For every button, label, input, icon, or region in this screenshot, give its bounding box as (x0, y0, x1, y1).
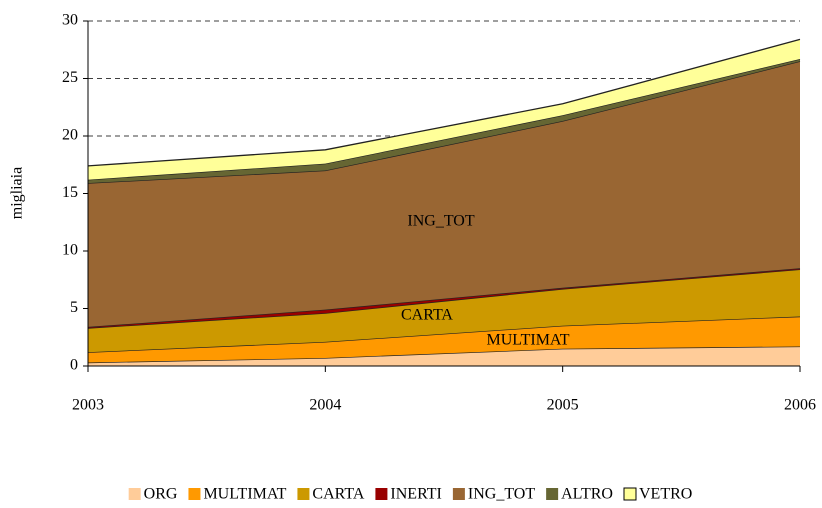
annotation: MULTIMAT (487, 332, 570, 349)
area (88, 39, 800, 180)
y-tick-label: 25 (62, 69, 78, 86)
x-tick-label: 2006 (784, 397, 816, 414)
x-tick-label: 2004 (309, 397, 341, 414)
y-tick-label: 10 (62, 242, 78, 259)
y-tick-label: 5 (70, 299, 78, 316)
area (88, 316, 800, 363)
legend-label: CARTA (312, 486, 364, 503)
legend-label: ING_TOT (468, 486, 535, 503)
area (88, 61, 800, 327)
legend-swatch (128, 488, 141, 500)
legend-label: ORG (144, 486, 178, 503)
legend-swatch (375, 488, 388, 500)
legend-swatch (452, 488, 465, 500)
y-axis-label: migliaia (9, 167, 26, 219)
legend-label: ALTRO (561, 486, 613, 503)
legend-swatch (623, 487, 637, 501)
annotation: CARTA (401, 307, 453, 324)
y-tick-label: 30 (62, 12, 78, 29)
legend-label: VETRO (639, 486, 692, 503)
x-tick-label: 2003 (72, 397, 104, 414)
y-tick-label: 20 (62, 127, 78, 144)
annotation: ING_TOT (407, 213, 474, 230)
legend-label: INERTI (390, 486, 441, 503)
y-tick-label: 0 (70, 357, 78, 374)
legend-swatch (546, 488, 559, 500)
legend-label: MULTIMAT (203, 486, 286, 503)
area (88, 269, 800, 353)
legend-swatch (188, 488, 201, 500)
legend-swatch (297, 488, 310, 500)
y-tick-label: 15 (62, 184, 78, 201)
x-tick-label: 2005 (547, 397, 579, 414)
area-edge (87, 38, 801, 167)
area (88, 346, 800, 366)
